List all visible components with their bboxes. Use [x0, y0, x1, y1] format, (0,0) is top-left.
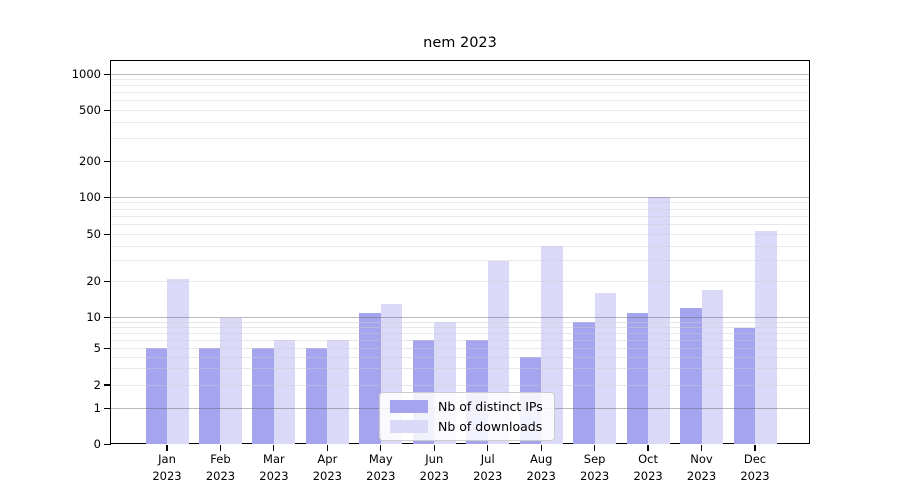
- y-tick-mark-1: [104, 408, 111, 410]
- bar-dec-downloads: [755, 230, 777, 445]
- x-tick-mark-may: [380, 444, 382, 451]
- y-tick-label-100: 100: [79, 189, 101, 204]
- bars-layer: [111, 61, 809, 445]
- bar-nov-downloads: [701, 290, 724, 445]
- x-tick-mark-jan: [166, 444, 168, 451]
- x-tick-label-aug: Aug 2023: [526, 451, 556, 484]
- plot-area: Nb of distinct IPs Nb of downloads 1000 5…: [72, 60, 810, 483]
- bar-apr-distinct-ips: [305, 348, 328, 445]
- y-tick-label-1000: 1000: [71, 66, 101, 81]
- bar-nov-distinct-ips: [680, 308, 702, 445]
- y-tick-label-20: 20: [86, 274, 101, 289]
- y-tick-mark-200: [104, 161, 111, 163]
- legend-swatch-distinct-ips-icon: [390, 399, 428, 414]
- legend-item-downloads: Nb of downloads: [390, 419, 543, 434]
- x-tick-mark-sep: [594, 444, 596, 451]
- y-tick-label-500: 500: [79, 102, 101, 117]
- x-tick-mark-apr: [326, 444, 328, 451]
- legend-label-distinct-ips: Nb of distinct IPs: [438, 399, 543, 414]
- y-tick-label-0: 0: [93, 436, 101, 451]
- legend-label-downloads: Nb of downloads: [438, 419, 543, 434]
- legend-item-distinct-ips: Nb of distinct IPs: [390, 399, 543, 414]
- y-tick-label-1: 1: [93, 401, 101, 416]
- x-tick-label-mar: Mar 2023: [259, 451, 289, 484]
- x-tick-mark-aug: [540, 444, 542, 451]
- bar-dec-distinct-ips: [733, 327, 755, 445]
- x-tick-label-dec: Dec 2023: [740, 451, 770, 484]
- y-tick-label-200: 200: [79, 154, 101, 169]
- bar-feb-downloads: [220, 317, 242, 445]
- x-tick-label-sep: Sep 2023: [579, 451, 610, 484]
- bar-sep-distinct-ips: [573, 322, 595, 445]
- x-tick-label-feb: Feb 2023: [205, 451, 236, 484]
- x-tick-label-oct: Oct 2023: [633, 451, 663, 484]
- x-tick-mark-jun: [433, 444, 435, 451]
- x-tick-label-jun: Jun 2023: [419, 451, 449, 484]
- x-tick-label-apr: Apr 2023: [312, 451, 342, 484]
- x-tick-label-jan: Jan 2023: [152, 451, 182, 484]
- x-tick-label-may: May 2023: [366, 451, 396, 484]
- bar-oct-distinct-ips: [626, 312, 649, 445]
- bar-oct-downloads: [648, 197, 670, 445]
- y-tick-mark-5: [104, 347, 111, 349]
- x-tick-mark-dec: [754, 444, 756, 451]
- x-tick-mark-mar: [273, 444, 275, 451]
- bar-mar-downloads: [273, 340, 296, 445]
- bar-feb-distinct-ips: [198, 348, 221, 445]
- x-tick-mark-jul: [487, 444, 489, 451]
- chart-title: nem 2023: [423, 35, 497, 51]
- y-tick-mark-100: [104, 196, 111, 198]
- y-tick-mark-20: [104, 281, 111, 283]
- y-tick-label-2: 2: [93, 377, 101, 392]
- legend: Nb of distinct IPs Nb of downloads: [379, 392, 555, 441]
- x-tick-mark-oct: [647, 444, 649, 451]
- bar-may-distinct-ips: [359, 312, 381, 445]
- x-tick-mark-nov: [700, 444, 703, 451]
- y-tick-mark-1000: [104, 73, 111, 75]
- x-tick-label-jul: Jul 2023: [473, 451, 503, 484]
- bar-jan-distinct-ips: [145, 348, 167, 445]
- y-tick-label-5: 5: [93, 340, 101, 355]
- bar-mar-distinct-ips: [252, 348, 274, 445]
- bar-jan-downloads: [167, 279, 189, 445]
- y-tick-mark-0: [104, 443, 111, 445]
- y-tick-mark-2: [104, 384, 111, 386]
- y-tick-label-10: 10: [86, 310, 101, 325]
- y-tick-mark-10: [104, 317, 111, 319]
- x-tick-label-nov: Nov 2023: [686, 451, 717, 484]
- y-tick-mark-500: [104, 109, 111, 111]
- x-tick-mark-feb: [219, 444, 222, 451]
- y-tick-mark-50: [104, 234, 111, 236]
- bar-sep-downloads: [594, 293, 617, 445]
- legend-swatch-downloads-icon: [390, 419, 428, 434]
- bar-apr-downloads: [327, 340, 349, 445]
- y-tick-label-50: 50: [86, 227, 101, 242]
